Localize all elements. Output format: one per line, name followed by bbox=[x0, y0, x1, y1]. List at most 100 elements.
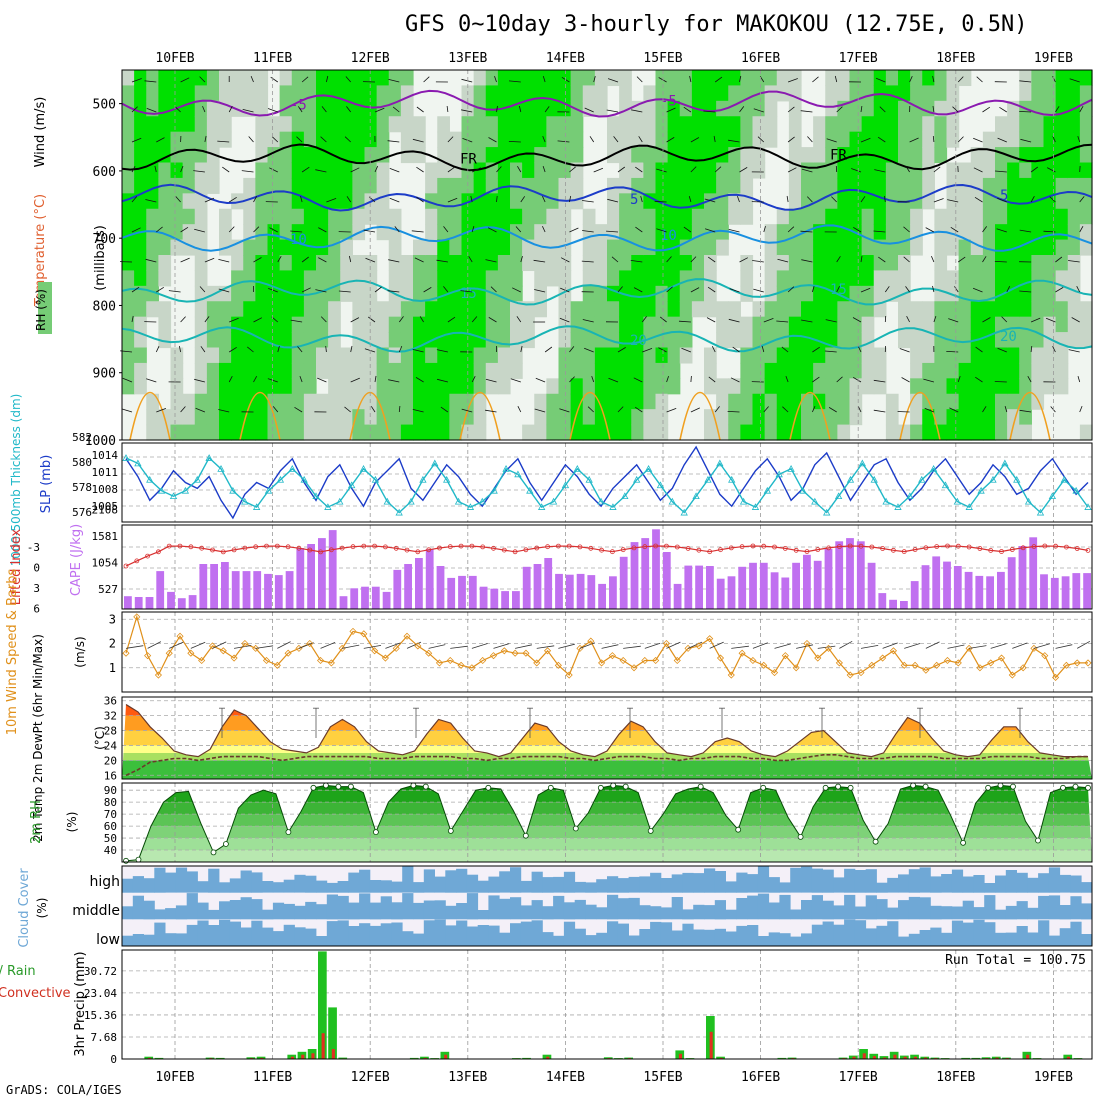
rh-cell bbox=[534, 409, 547, 426]
rh-cell bbox=[910, 347, 923, 364]
rh-cell bbox=[534, 162, 547, 179]
rh-cell bbox=[861, 285, 875, 302]
wind-barb bbox=[877, 136, 886, 143]
wind-speed-marker bbox=[749, 656, 757, 665]
rh-marker bbox=[697, 783, 704, 790]
cloud-bar bbox=[197, 902, 209, 920]
rh-cell bbox=[619, 270, 632, 287]
rh-cell bbox=[243, 362, 256, 379]
rh-cell bbox=[546, 255, 560, 272]
wind-barb bbox=[834, 75, 838, 83]
wind-barb bbox=[471, 316, 478, 323]
wind-barb bbox=[787, 286, 795, 293]
rh-cell bbox=[328, 70, 341, 87]
rh-cell bbox=[728, 70, 741, 87]
rh-cell bbox=[425, 409, 438, 426]
temperature-contour-label: 20 bbox=[1000, 329, 1017, 345]
rh-cell bbox=[425, 393, 438, 410]
rh-cell bbox=[1067, 332, 1081, 349]
rh-cell bbox=[740, 131, 754, 148]
rh-cell bbox=[279, 162, 293, 179]
wind-barb bbox=[411, 230, 424, 233]
wind-barb bbox=[325, 345, 327, 353]
wind-barb bbox=[272, 406, 279, 413]
wind-barb bbox=[707, 256, 716, 263]
cape-bar bbox=[792, 562, 800, 609]
rh-cell bbox=[413, 147, 426, 164]
temperature-contour-warm bbox=[679, 391, 721, 441]
rh-cell bbox=[231, 332, 244, 349]
wind-barb bbox=[174, 106, 181, 113]
wind-barb bbox=[145, 258, 157, 263]
rh-cell bbox=[934, 393, 948, 410]
rh-cell bbox=[958, 378, 972, 395]
cloud-bar bbox=[865, 895, 877, 920]
rh-cell bbox=[425, 301, 438, 318]
wind-speed-marker bbox=[630, 664, 638, 672]
wind-barb bbox=[488, 317, 497, 323]
rh-cell bbox=[934, 239, 948, 256]
rh-cell bbox=[1019, 255, 1032, 272]
thickness-marker bbox=[775, 470, 783, 478]
rh-cell bbox=[594, 347, 608, 364]
cloud-bar bbox=[801, 933, 813, 946]
rh-cell bbox=[388, 116, 402, 133]
wind-barb bbox=[1019, 111, 1032, 113]
cloud-bar bbox=[639, 905, 651, 920]
rh-cell bbox=[752, 147, 766, 164]
wind-speed-marker bbox=[511, 649, 519, 657]
rh-cell bbox=[691, 239, 705, 256]
rh-cell bbox=[122, 255, 135, 272]
rh-cell bbox=[704, 193, 717, 210]
rh-cell bbox=[752, 393, 766, 410]
thickness-marker bbox=[336, 497, 344, 505]
rh-marker bbox=[822, 784, 829, 791]
rh-cell bbox=[267, 193, 281, 210]
rh-cell bbox=[158, 116, 172, 133]
rh-cell bbox=[158, 193, 172, 210]
rh-cell bbox=[594, 409, 608, 426]
cape-bar bbox=[156, 571, 165, 609]
rh-cell bbox=[328, 100, 341, 117]
wind-barb bbox=[683, 106, 692, 113]
rh-cell bbox=[473, 378, 487, 395]
rh-cell bbox=[510, 255, 523, 272]
wind-barb bbox=[419, 316, 424, 323]
rh-cell bbox=[667, 116, 681, 133]
rh-cell bbox=[691, 131, 705, 148]
rh-cell bbox=[910, 424, 923, 441]
wind-speed-marker bbox=[165, 649, 173, 657]
thickness-marker bbox=[1072, 486, 1080, 494]
rh-cell bbox=[885, 70, 899, 87]
rh-cell bbox=[291, 332, 305, 349]
rh-cell bbox=[885, 393, 899, 410]
rh-cell bbox=[813, 301, 826, 318]
rh-cell bbox=[546, 193, 560, 210]
cloud-bar bbox=[272, 882, 285, 893]
rh-cell bbox=[825, 316, 838, 333]
rh-cell bbox=[388, 409, 402, 426]
wind-barb bbox=[318, 227, 327, 233]
wind-barb-10m bbox=[493, 643, 510, 649]
rh-cell bbox=[594, 301, 608, 318]
rh-cell bbox=[122, 116, 135, 133]
rh-cell bbox=[570, 147, 584, 164]
cloud-bar bbox=[1005, 905, 1017, 920]
rh-cell bbox=[607, 270, 620, 287]
wind-barb bbox=[777, 258, 789, 263]
rh-cell bbox=[449, 255, 463, 272]
rh-cell bbox=[873, 362, 887, 379]
cloud-bar bbox=[714, 928, 726, 946]
rh-marker bbox=[1072, 783, 1079, 790]
wind-speed-marker bbox=[889, 647, 898, 655]
wind-barb bbox=[584, 107, 594, 113]
rh-cell bbox=[788, 131, 802, 148]
wind-barb bbox=[982, 226, 988, 233]
rh-cell bbox=[922, 193, 935, 210]
rh-cell bbox=[219, 316, 232, 333]
wind-barb bbox=[180, 316, 186, 323]
rh-cell bbox=[667, 177, 681, 194]
rh-cell bbox=[716, 224, 729, 241]
rh-cell bbox=[764, 409, 778, 426]
